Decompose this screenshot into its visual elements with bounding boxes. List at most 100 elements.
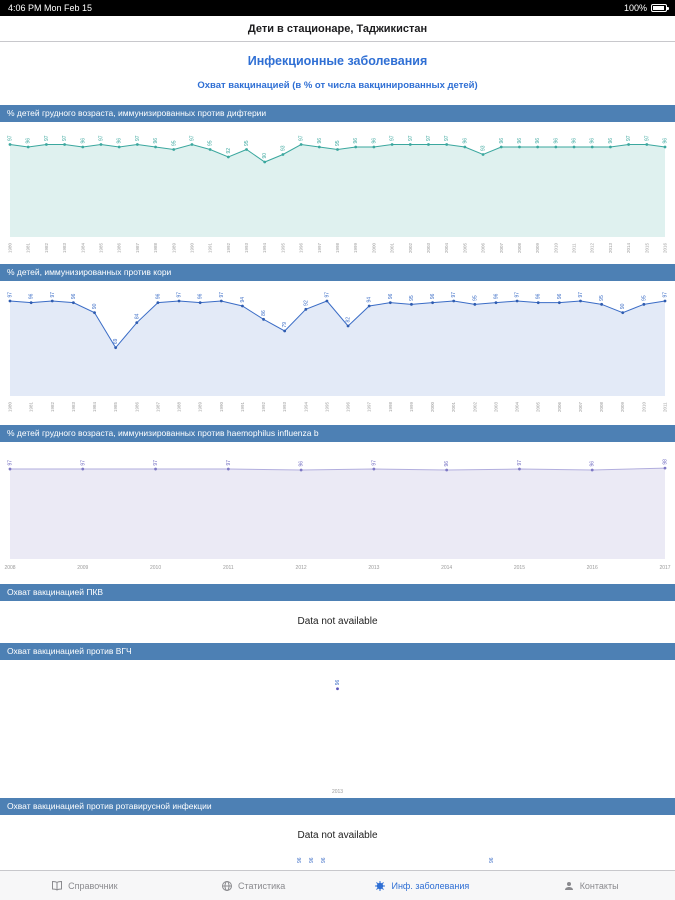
svg-text:2005: 2005 (536, 401, 541, 412)
svg-text:97: 97 (189, 135, 195, 141)
battery-percent: 100% (623, 3, 647, 13)
svg-text:86: 86 (261, 310, 267, 316)
svg-text:95: 95 (409, 295, 415, 301)
svg-text:2015: 2015 (514, 565, 525, 571)
svg-text:96: 96 (317, 138, 323, 144)
tab-bar: Справочник Статистика Инф. заболевания (0, 870, 675, 900)
svg-text:1991: 1991 (240, 401, 245, 412)
no-data-message-pcv: Data not available (297, 616, 378, 627)
svg-text:90: 90 (620, 303, 626, 309)
svg-text:1986: 1986 (117, 242, 122, 253)
svg-text:2007: 2007 (499, 242, 504, 253)
status-time-date: 4:06 PM Mon Feb 15 (8, 3, 93, 13)
chart-header-hib: % детей грудного возраста, иммунизирован… (0, 425, 675, 442)
svg-text:2010: 2010 (641, 401, 646, 412)
battery-icon (651, 4, 669, 12)
svg-text:96: 96 (557, 293, 563, 299)
svg-text:1996: 1996 (346, 401, 351, 412)
svg-text:97: 97 (219, 292, 225, 298)
svg-text:1980: 1980 (8, 242, 13, 253)
tab-handbook[interactable]: Справочник (0, 871, 169, 900)
svg-text:2004: 2004 (515, 401, 520, 412)
svg-text:79: 79 (282, 322, 288, 328)
svg-text:1989: 1989 (171, 242, 176, 253)
svg-text:97: 97 (177, 292, 183, 298)
chart-canvas-measles: 97 1980 96 1981 97 1982 96 1983 90 1984 69 1985 84 19… (0, 281, 675, 413)
svg-text:1990: 1990 (219, 401, 224, 412)
svg-text:1990: 1990 (189, 242, 194, 253)
chart-header-measles: % детей, иммунизированных против кори (0, 264, 675, 281)
partial-point-label: 96 (309, 857, 316, 863)
svg-text:1992: 1992 (261, 401, 266, 412)
svg-text:2016: 2016 (663, 242, 668, 253)
svg-text:97: 97 (7, 460, 13, 466)
svg-text:1998: 1998 (388, 401, 393, 412)
svg-text:2014: 2014 (626, 242, 631, 253)
svg-text:95: 95 (472, 295, 478, 301)
chart-header-rotavirus: Охват вакцинацией против ротавирусной ин… (0, 798, 675, 815)
svg-text:98: 98 (663, 459, 669, 465)
svg-text:1993: 1993 (282, 401, 287, 412)
svg-text:97: 97 (8, 135, 14, 141)
svg-text:97: 97 (644, 135, 650, 141)
svg-text:92: 92 (226, 148, 232, 154)
svg-text:96: 96 (153, 138, 159, 144)
svg-text:2002: 2002 (472, 401, 477, 412)
svg-text:1991: 1991 (208, 242, 213, 253)
chart-section-vgch: Охват вакцинацией против ВГЧ 96 2013 (0, 643, 675, 796)
svg-text:97: 97 (299, 135, 305, 141)
no-data-message-rotavirus: Data not available (297, 830, 378, 841)
chart-section-pcv: Охват вакцинацией ПКВ Data not available (0, 584, 675, 641)
svg-text:97: 97 (153, 460, 159, 466)
svg-text:1989: 1989 (198, 401, 203, 412)
virus-icon (375, 880, 386, 891)
svg-text:1998: 1998 (335, 242, 340, 253)
svg-text:96: 96 (572, 138, 578, 144)
svg-text:1987: 1987 (135, 242, 140, 253)
svg-text:2003: 2003 (426, 242, 431, 253)
svg-text:1988: 1988 (153, 242, 158, 253)
svg-text:96: 96 (590, 138, 596, 144)
svg-text:1983: 1983 (62, 242, 67, 253)
svg-text:97: 97 (50, 292, 56, 298)
partial-next-chart-labels: 96 96 96 96 (0, 855, 675, 868)
svg-text:2015: 2015 (644, 242, 649, 253)
svg-text:2017: 2017 (659, 565, 670, 571)
svg-text:1995: 1995 (324, 401, 329, 412)
svg-text:2014: 2014 (441, 565, 452, 571)
svg-text:97: 97 (426, 135, 432, 141)
svg-text:97: 97 (135, 135, 141, 141)
svg-text:1982: 1982 (50, 401, 55, 412)
svg-text:96: 96 (517, 138, 523, 144)
svg-text:2007: 2007 (578, 401, 583, 412)
chart-header-pcv: Охват вакцинацией ПКВ (0, 584, 675, 601)
svg-text:94: 94 (240, 297, 246, 303)
svg-text:2016: 2016 (587, 565, 598, 571)
svg-text:2000: 2000 (430, 401, 435, 412)
tab-statistics[interactable]: Статистика (169, 871, 338, 900)
svg-text:96: 96 (462, 138, 468, 144)
tab-infectious-diseases[interactable]: Инф. заболевания (338, 871, 507, 900)
svg-text:2001: 2001 (390, 242, 395, 253)
tab-contacts[interactable]: Контакты (506, 871, 675, 900)
svg-text:2011: 2011 (572, 243, 577, 253)
svg-text:97: 97 (324, 292, 330, 298)
svg-text:2006: 2006 (557, 401, 562, 412)
svg-text:93: 93 (481, 145, 487, 151)
svg-text:96: 96 (430, 293, 436, 299)
svg-text:96: 96 (608, 138, 614, 144)
svg-text:1986: 1986 (134, 401, 139, 412)
svg-text:2013: 2013 (608, 242, 613, 253)
svg-text:1999: 1999 (353, 242, 358, 253)
svg-text:1987: 1987 (155, 401, 160, 412)
svg-text:2012: 2012 (296, 565, 307, 571)
svg-text:96: 96 (117, 138, 123, 144)
svg-text:2010: 2010 (150, 565, 161, 571)
svg-text:2008: 2008 (517, 242, 522, 253)
svg-text:1992: 1992 (226, 242, 231, 253)
svg-text:97: 97 (98, 135, 104, 141)
svg-text:2010: 2010 (553, 242, 558, 253)
spacer (0, 413, 675, 425)
chart-canvas-diphtheria: 97 1980 96 1981 97 1982 97 1983 96 1984 97 1985 96 19… (0, 122, 675, 254)
page-title: Инфекционные заболевания (247, 54, 428, 68)
